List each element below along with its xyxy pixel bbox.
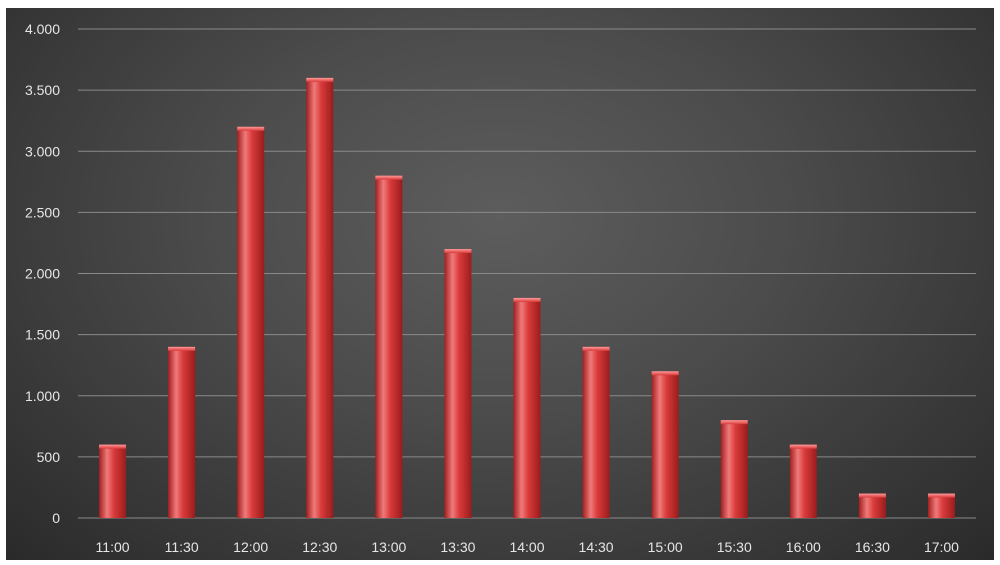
- y-tick-label: 2.000: [25, 266, 60, 282]
- x-tick-label: 13:00: [371, 539, 406, 555]
- bar-cap: [444, 249, 472, 254]
- x-tick-label: 15:00: [648, 539, 683, 555]
- x-tick-label: 17:00: [924, 539, 959, 555]
- y-tick-label: 2.500: [25, 204, 60, 220]
- bar-1130: [168, 346, 196, 518]
- bar-cap: [789, 444, 817, 449]
- bar-1400: [513, 297, 541, 518]
- bar-cap: [513, 297, 541, 302]
- y-axis-ticks: 0 500 1.000 1.500 2.000 2.500 3.000 3.500 4.000: [25, 21, 60, 526]
- bars: [99, 77, 955, 519]
- bar-chart: 05001.0001.5002.0002.5003.0003.5004.000 …: [25, 21, 976, 555]
- bar-1200: [237, 126, 265, 519]
- y-tick-label: 3.500: [25, 82, 60, 98]
- bar-cap: [858, 493, 886, 498]
- bar-cap: [720, 420, 748, 425]
- x-tick-label: 14:00: [509, 539, 544, 555]
- y-tick-label: 3.000: [25, 143, 60, 159]
- x-tick-label: 12:30: [302, 539, 337, 555]
- y-tick-label: 0: [52, 510, 60, 526]
- bar: [375, 175, 403, 518]
- bar: [444, 249, 472, 519]
- bar: [237, 126, 265, 519]
- y-tick-label: 4.000: [25, 21, 60, 37]
- x-tick-label: 16:00: [786, 539, 821, 555]
- bar-cap: [375, 175, 403, 180]
- chart-area: 0 500 1.000 1.500 2.000 2.500 3.000 3.500 4.000 …: [6, 8, 994, 560]
- bar: [927, 493, 955, 518]
- x-tick-label: 16:30: [855, 539, 890, 555]
- bar: [720, 420, 748, 518]
- bar: [651, 371, 679, 518]
- bar-1100: [99, 444, 127, 518]
- bar-cap: [168, 346, 196, 351]
- bar: [513, 297, 541, 518]
- x-tick-label: 11:30: [165, 539, 199, 555]
- bar: [168, 346, 196, 518]
- bar-cap: [306, 77, 334, 82]
- bar-cap: [651, 371, 679, 376]
- bar-cap: [582, 346, 610, 351]
- bar-1530: [720, 420, 748, 518]
- x-tick-label: 15:30: [717, 539, 752, 555]
- bar: [858, 493, 886, 518]
- bar-1230: [306, 77, 334, 519]
- bar-1500: [651, 371, 679, 518]
- x-axis-ticks: 11:00 11:30 12:00 12:30 13:00 13:30 14:00 14:30…: [96, 539, 960, 555]
- bar-1600: [789, 444, 817, 518]
- y-tick-label: 500: [37, 449, 61, 465]
- bar-1300: [375, 175, 403, 518]
- bar-1430: [582, 346, 610, 518]
- x-tick-label: 13:30: [440, 539, 475, 555]
- bar-1700: [927, 493, 955, 518]
- y-tick-label: 1.500: [25, 327, 60, 343]
- bar: [306, 77, 334, 519]
- bar: [99, 444, 127, 518]
- grid-lines: [78, 28, 976, 519]
- x-tick-label: 14:30: [579, 539, 614, 555]
- bar-1630: [858, 493, 886, 518]
- y-tick-label: 1.000: [25, 388, 60, 404]
- bar-cap: [237, 126, 265, 131]
- bar: [789, 444, 817, 518]
- x-tick-label: 11:00: [96, 539, 130, 555]
- bar-cap: [99, 444, 127, 449]
- bar-1330: [444, 249, 472, 519]
- x-tick-label: 12:00: [233, 539, 268, 555]
- bar-cap: [927, 493, 955, 498]
- bar: [582, 346, 610, 518]
